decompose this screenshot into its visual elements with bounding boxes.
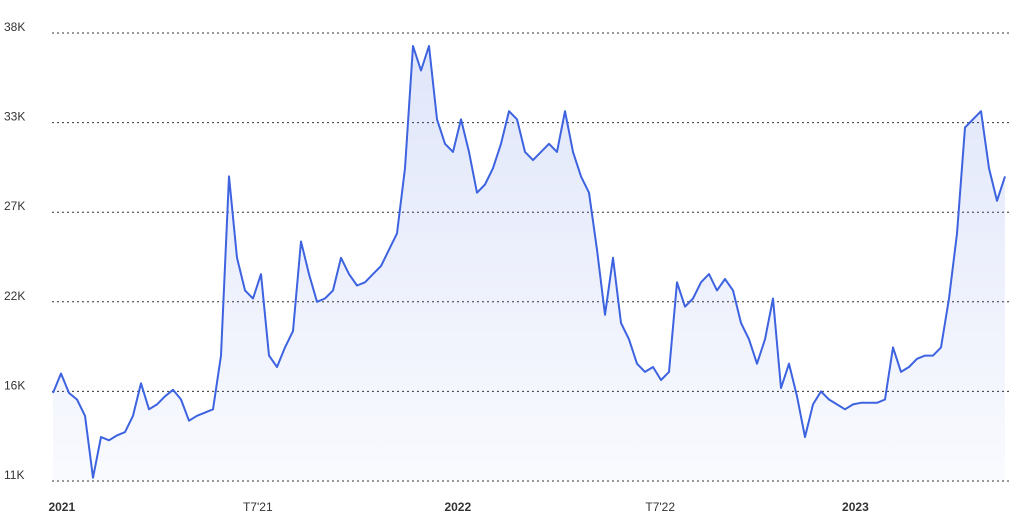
y-tick-label: 22K [4,289,25,303]
x-tick-label: 2023 [842,500,869,514]
x-tick-label: 2022 [444,500,471,514]
area [53,46,1005,481]
x-tick-label: T7'21 [243,500,273,514]
y-tick-label: 11K [4,468,24,482]
line [52,45,1006,479]
y-tick-label: 33K [4,110,25,124]
x-tick-label: T7'22 [645,500,675,514]
y-tick-label: 38K [4,20,25,34]
x-tick-label: 2021 [48,500,75,514]
y-tick-label: 27K [4,199,25,213]
y-tick-label: 16K [4,378,25,392]
